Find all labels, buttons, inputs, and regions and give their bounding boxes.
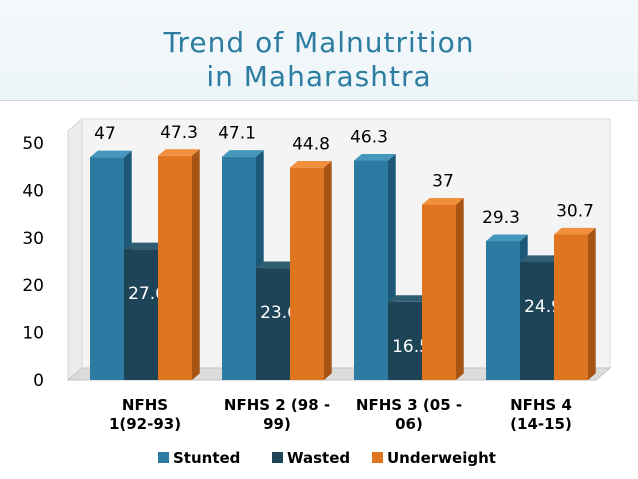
bar-front: [554, 234, 588, 380]
bar-front: [158, 155, 192, 380]
data-label: 47.1: [218, 124, 256, 144]
legend-swatch-underweight: [372, 452, 383, 463]
bar-front: [422, 204, 456, 380]
bar-top: [422, 198, 464, 205]
data-label: 27.6: [128, 284, 166, 304]
y-tick-label: 20: [22, 276, 44, 296]
bar-top: [520, 255, 562, 262]
y-tick-label: 30: [22, 229, 44, 249]
bar-top: [158, 149, 200, 156]
x-category-label: 99): [263, 415, 291, 433]
bar-top: [354, 153, 396, 161]
chart-title-line-2: in Maharashtra: [206, 60, 432, 93]
bar-top: [256, 261, 298, 269]
title-banner: Trend of Malnutrition in Maharashtra: [0, 0, 638, 101]
legend-swatch-wasted: [272, 452, 283, 463]
bar-side: [456, 198, 464, 380]
legend-label-stunted: Stunted: [173, 449, 240, 467]
bar-underweight-3: [422, 198, 464, 380]
plot-side-wall: [67, 117, 83, 382]
bar-front: [222, 156, 256, 380]
bar-top: [554, 227, 596, 235]
bar-top: [124, 242, 166, 250]
bar-front: [354, 160, 388, 380]
data-label: 24.9: [524, 297, 562, 317]
data-label: 37: [432, 172, 454, 192]
x-category-label: NFHS 4: [510, 396, 572, 414]
bar-side: [324, 161, 332, 380]
bar-top: [388, 295, 430, 302]
bar-side: [588, 227, 596, 380]
bar-top: [486, 234, 528, 242]
x-category-label: 1(92-93): [109, 415, 181, 433]
x-category-label: NFHS 3 (05 -: [356, 396, 462, 414]
bar-side: [192, 149, 200, 380]
bar-underweight-1: [158, 149, 200, 380]
x-category-label: (14-15): [510, 415, 572, 433]
bar-front: [520, 261, 554, 380]
y-tick-label: 0: [33, 371, 44, 391]
y-tick-label: 10: [22, 324, 44, 344]
legend-label-underweight: Underweight: [387, 449, 496, 467]
data-label: 47: [94, 124, 116, 144]
bar-top: [290, 161, 332, 168]
bar-top: [222, 150, 264, 157]
y-tick-label: 50: [22, 134, 44, 154]
legend-swatch-stunted: [158, 452, 169, 463]
data-label: 30.7: [556, 201, 594, 221]
data-label: 29.3: [482, 208, 520, 228]
x-category-label: 06): [395, 415, 423, 433]
legend-label-wasted: Wasted: [287, 449, 350, 467]
bar-top: [90, 150, 132, 158]
bar-front: [388, 301, 422, 380]
y-tick-label: 40: [22, 181, 44, 201]
bar-front: [256, 268, 290, 380]
data-label: 16.5: [392, 337, 430, 357]
bar-underweight-4: [554, 227, 596, 380]
bar-front: [124, 249, 158, 380]
bar-underweight-2: [290, 161, 332, 380]
data-label: 44.8: [292, 135, 330, 155]
bar-front: [290, 167, 324, 380]
data-label: 46.3: [350, 128, 388, 148]
bar-front: [90, 157, 124, 380]
data-label: 47.3: [160, 123, 198, 143]
x-category-label: NFHS 2 (98 -: [224, 396, 330, 414]
x-category-label: NFHS: [122, 396, 168, 414]
chart-title-line-1: Trend of Malnutrition: [163, 26, 475, 59]
bar-front: [486, 241, 520, 380]
data-label: 23.6: [260, 303, 298, 323]
